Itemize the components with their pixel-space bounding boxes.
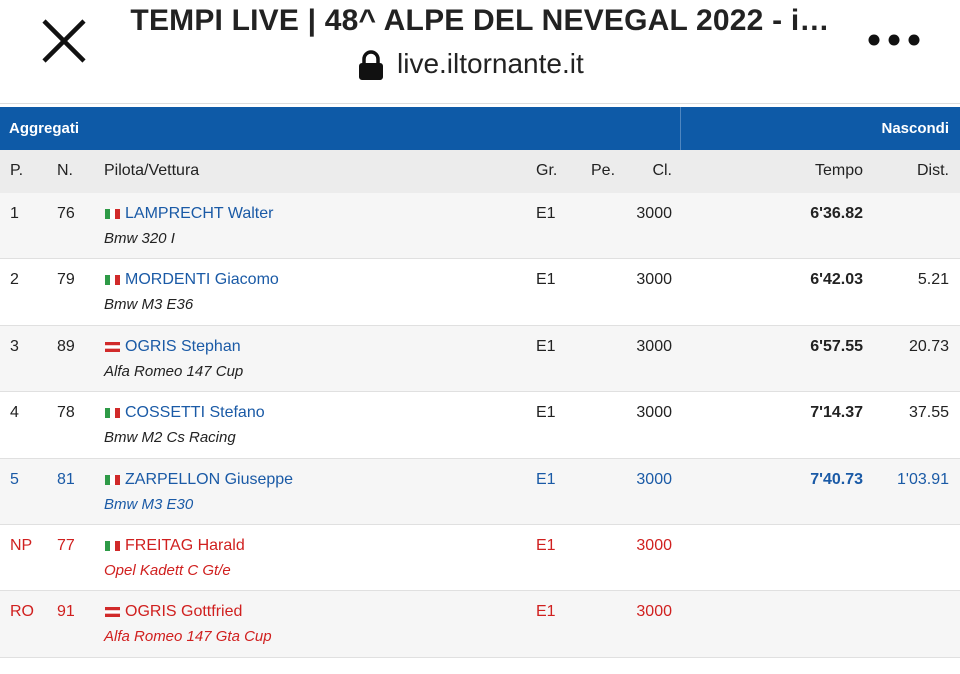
cell-pos: RO	[10, 603, 34, 621]
cell-group: E1	[536, 271, 556, 289]
flag-icon	[105, 341, 120, 352]
row-bg	[0, 325, 960, 392]
cell-dist: 37.55	[908, 404, 949, 422]
row-divider	[0, 258, 960, 260]
cell-class: 3000	[636, 337, 672, 355]
cell-group: E1	[536, 205, 556, 222]
divider	[0, 103, 960, 104]
row-bg	[0, 458, 960, 524]
row-bg	[0, 525, 960, 591]
cell-dist: 5.21	[917, 271, 949, 289]
page-title: TEMPI LIVE | 48^ ALPE DEL NEVEGAL 2022 -…	[130, 4, 830, 37]
column-header	[0, 150, 960, 193]
section-band	[0, 107, 960, 150]
cell-pos: 5	[10, 470, 19, 488]
menu-icon[interactable]	[866, 32, 926, 48]
column-label: Cl.	[652, 162, 672, 179]
driver-name[interactable]: FREITAG Harald	[125, 537, 245, 554]
flag-icon	[105, 408, 120, 419]
column-label: Pe.	[591, 162, 616, 179]
flag-icon	[105, 474, 120, 485]
row-bg	[0, 591, 960, 657]
car-name: Opel Kadett C Gt/e	[104, 562, 231, 579]
flag-icon	[105, 541, 120, 551]
cell-class: 3000	[636, 603, 672, 621]
url: live.iltornante.it	[397, 48, 584, 79]
driver-name[interactable]: COSSETTI Stefano	[125, 404, 265, 422]
toggle-button[interactable]: Nascondi	[881, 120, 949, 137]
row-divider	[0, 656, 960, 658]
close-icon[interactable]	[40, 18, 90, 64]
cell-group: E1	[536, 337, 556, 355]
cell-pos: NP	[10, 537, 33, 554]
cell-num: 76	[57, 205, 75, 222]
cell-num: 78	[57, 404, 75, 422]
cell-time: 6'42.03	[810, 271, 863, 289]
cell-num: 81	[57, 470, 75, 488]
cell-pos: 3	[10, 337, 19, 355]
cell-class: 3000	[636, 205, 672, 222]
cell-dist: 1'03.91	[897, 470, 949, 488]
row-divider	[0, 524, 960, 525]
driver-name[interactable]: MORDENTI Giacomo	[125, 271, 279, 289]
column-label: N.	[57, 162, 73, 179]
flag-icon	[105, 275, 120, 286]
row-divider	[0, 457, 960, 459]
cell-time: 6'57.55	[810, 337, 863, 355]
cell-class: 3000	[636, 537, 672, 554]
section-label: Aggregati	[9, 120, 80, 137]
cell-dist: 20.73	[908, 337, 949, 355]
cell-num: 91	[57, 603, 75, 621]
band-divider	[680, 107, 681, 150]
driver-name[interactable]: LAMPRECHT Walter	[125, 205, 274, 222]
cell-group: E1	[536, 470, 556, 488]
column-label: Gr.	[536, 162, 558, 179]
row-divider	[0, 391, 960, 393]
row-bg	[0, 259, 960, 325]
driver-name[interactable]: OGRIS Stephan	[125, 337, 241, 355]
row-bg	[0, 392, 960, 458]
flag-icon	[105, 607, 120, 618]
car-name: Bmw M3 E36	[104, 296, 194, 314]
car-name: Bmw 320 I	[104, 230, 175, 247]
cell-time: 6'36.82	[810, 205, 863, 222]
car-name: Alfa Romeo 147 Cup	[104, 362, 244, 380]
cell-pos: 1	[10, 205, 19, 222]
driver-name[interactable]: ZARPELLON Giuseppe	[125, 470, 294, 488]
cell-num: 89	[57, 337, 75, 355]
column-label: Tempo	[814, 162, 863, 179]
cell-time: 7'40.73	[810, 470, 863, 488]
cell-pos: 4	[10, 404, 19, 422]
car-name: Alfa Romeo 147 Gta Cup	[104, 628, 272, 646]
column-label: P.	[10, 162, 24, 179]
car-name: Bmw M3 E30	[104, 495, 194, 513]
row-bg	[0, 193, 960, 259]
cell-num: 77	[57, 537, 75, 554]
cell-group: E1	[536, 603, 556, 621]
lock-icon	[359, 50, 383, 80]
cell-class: 3000	[636, 271, 672, 289]
cell-group: E1	[536, 537, 556, 554]
row-divider	[0, 324, 960, 326]
driver-name[interactable]: OGRIS Gottfried	[125, 603, 243, 621]
cell-class: 3000	[636, 470, 672, 488]
cell-class: 3000	[636, 404, 672, 422]
column-label: Pilota/Vettura	[104, 162, 200, 179]
cell-pos: 2	[10, 271, 19, 289]
car-name: Bmw M2 Cs Racing	[104, 429, 236, 447]
cell-group: E1	[536, 404, 556, 422]
cell-time: 7'14.37	[810, 404, 863, 422]
column-label: Dist.	[917, 162, 949, 179]
cell-num: 79	[57, 271, 75, 289]
flag-icon	[105, 209, 120, 219]
row-divider	[0, 590, 960, 592]
